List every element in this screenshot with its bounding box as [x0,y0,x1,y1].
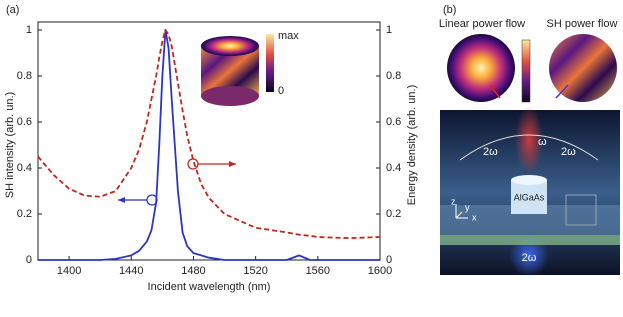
pillar [511,180,547,214]
arrow-head [229,161,236,167]
y-tick-label: 0 [26,254,32,266]
arrow-head [118,197,125,203]
caption: SH power flow [547,18,618,30]
substrate [440,205,620,235]
inset: max 0 [201,30,299,106]
lattice [565,194,597,226]
colorbar [521,39,531,103]
sh-label: 2ω [561,146,576,158]
y2-tick-label: 0.2 [386,208,401,220]
substrate [440,235,620,245]
y2-tick-label: 0.4 [386,162,401,174]
y2-tick-label: 0.6 [386,116,401,128]
panel-label: (b) [443,4,456,16]
y-tick-label: 0.6 [17,116,32,128]
y2-tick-label: 0 [386,254,392,266]
plot: 0 0.2 0.4 0.6 0.8 1 0 0.2 0.4 0.6 0.8 1 1400 1440 1480… [4,21,418,293]
y2-tick-label: 1 [386,24,392,36]
caption: Linear power flow [439,18,525,30]
arc [459,134,599,161]
y2-axis-label: Energy density (arb. un.) [406,85,418,205]
x-axis-label: Incident wavelength (nm) [148,281,271,293]
marker-circle [187,158,199,170]
y2-tick-label: 0.8 [386,70,401,82]
inset-cylinder [201,36,259,56]
axis-label: z [451,196,456,206]
line [37,29,381,240]
pump-label: ω [538,136,547,148]
y-tick-label: 0.8 [17,70,32,82]
y-tick-label: 0.2 [17,208,32,220]
arrow [555,84,569,99]
y-tick-label: 1 [26,24,32,36]
material: AlGaAs [514,192,545,202]
beam [515,106,543,174]
axis-label: x [472,212,477,222]
x-tick-label: 1600 [368,265,392,277]
axis-label: y [465,202,470,212]
plot-frame [37,21,381,261]
inset-colorbar [266,34,274,92]
x-tick-label: 1440 [119,265,143,277]
linear-map [447,34,515,102]
y-axis-label: SH intensity (arb. un.) [4,92,16,198]
inset-min: 0 [278,85,284,97]
sh-label: 2ω [522,252,537,264]
x-tick-label: 1560 [306,265,330,277]
y-tick-label: 0.4 [17,162,32,174]
arrow [489,84,501,99]
inset-max: max [278,30,299,42]
panel-b: (b) Linear power flow SH power flow 2ω 2… [439,4,620,277]
pillar [511,175,547,185]
inset-cylinder [201,86,259,106]
sh-label: 2ω [483,146,498,158]
sh-map [549,34,617,102]
axes-icon [455,204,468,219]
x-tick-label: 1400 [57,265,81,277]
panel-label: (a) [6,4,19,16]
x-tick-label: 1520 [243,265,267,277]
line [38,29,380,261]
x-tick-label: 1480 [181,265,205,277]
annotation [118,158,236,206]
